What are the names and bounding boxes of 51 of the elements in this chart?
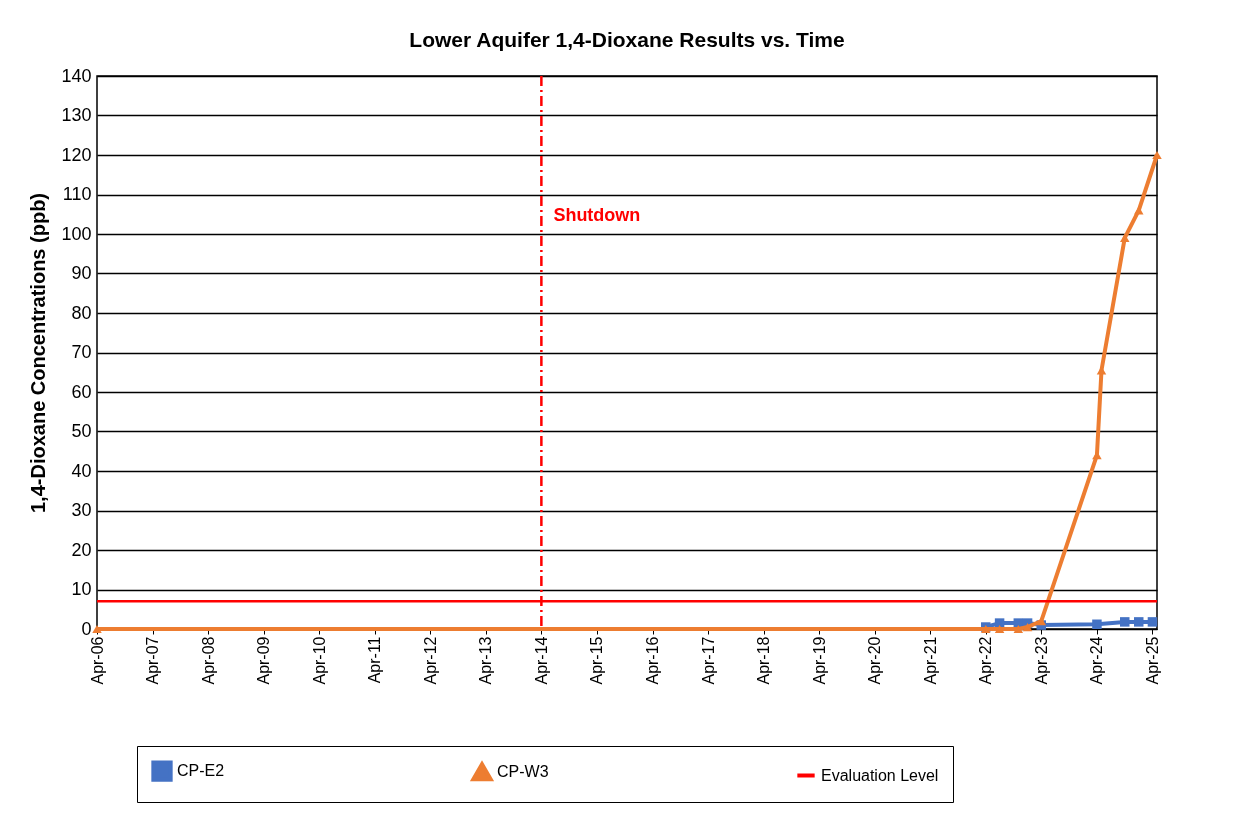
y-tick-label: 50 xyxy=(71,421,92,441)
x-tick-label: Apr-23 xyxy=(1032,636,1050,685)
y-tick-label: 70 xyxy=(71,342,92,362)
point xyxy=(1152,150,1162,160)
y-tick-label: 80 xyxy=(71,302,92,323)
legend-label: CP-W3 xyxy=(497,762,549,780)
point xyxy=(1134,617,1144,627)
x-tick-label: Apr-07 xyxy=(144,636,162,685)
x-tick-label: Apr-13 xyxy=(477,636,495,685)
y-tick-label: 30 xyxy=(71,500,92,520)
point xyxy=(1120,233,1130,243)
y-tick-label: 130 xyxy=(61,105,92,125)
x-tick-label: Apr-14 xyxy=(532,636,550,685)
y-tick-label: 90 xyxy=(71,263,92,283)
y-tick-label: 100 xyxy=(61,223,92,244)
point xyxy=(1147,617,1158,627)
y-tick-label: 110 xyxy=(62,184,92,204)
y-tick-label: 20 xyxy=(71,539,92,560)
chart-title: Lower Aquifer 1,4-Dioxane Results vs. Time xyxy=(409,28,845,51)
ref-line-label: Shutdown xyxy=(553,205,641,225)
x-tick-label: Apr-12 xyxy=(421,636,439,685)
legend-label: Evaluation Level xyxy=(821,766,939,784)
x-tick-label: Apr-18 xyxy=(755,636,773,685)
x-tick-label: Apr-06 xyxy=(88,636,106,685)
point xyxy=(1120,617,1130,627)
x-tick-label: Apr-17 xyxy=(699,636,717,685)
point xyxy=(994,624,1005,634)
y-tick-label: 140 xyxy=(61,65,92,86)
point xyxy=(1036,616,1047,626)
x-tick-label: Apr-24 xyxy=(1088,636,1106,685)
x-tick-label: Apr-16 xyxy=(644,636,662,685)
point xyxy=(1092,619,1102,629)
x-tick-label: Apr-15 xyxy=(588,636,606,685)
x-tick-label: Apr-09 xyxy=(255,636,273,685)
legend-label: CP-E2 xyxy=(177,762,225,780)
x-tick-label: Apr-10 xyxy=(310,636,328,685)
x-tick-label: Apr-21 xyxy=(921,636,939,685)
x-tick-label: Apr-20 xyxy=(866,636,884,685)
x-tick-label: Apr-25 xyxy=(1143,636,1161,685)
y-tick-label: 10 xyxy=(71,579,92,599)
y-tick-label: 120 xyxy=(61,144,92,165)
y-tick-label: 0 xyxy=(81,618,92,639)
y-axis-title: 1,4-Dioxane Concentrations (ppb) xyxy=(27,192,50,514)
x-tick-label: Apr-08 xyxy=(199,636,217,685)
x-tick-label: Apr-19 xyxy=(810,636,828,685)
y-tick-label: 60 xyxy=(71,381,92,402)
point xyxy=(1013,624,1024,634)
x-tick-label: Apr-22 xyxy=(977,636,995,685)
x-tick-label: Apr-11 xyxy=(366,636,384,684)
point xyxy=(1022,622,1033,632)
y-tick-label: 40 xyxy=(71,460,92,481)
